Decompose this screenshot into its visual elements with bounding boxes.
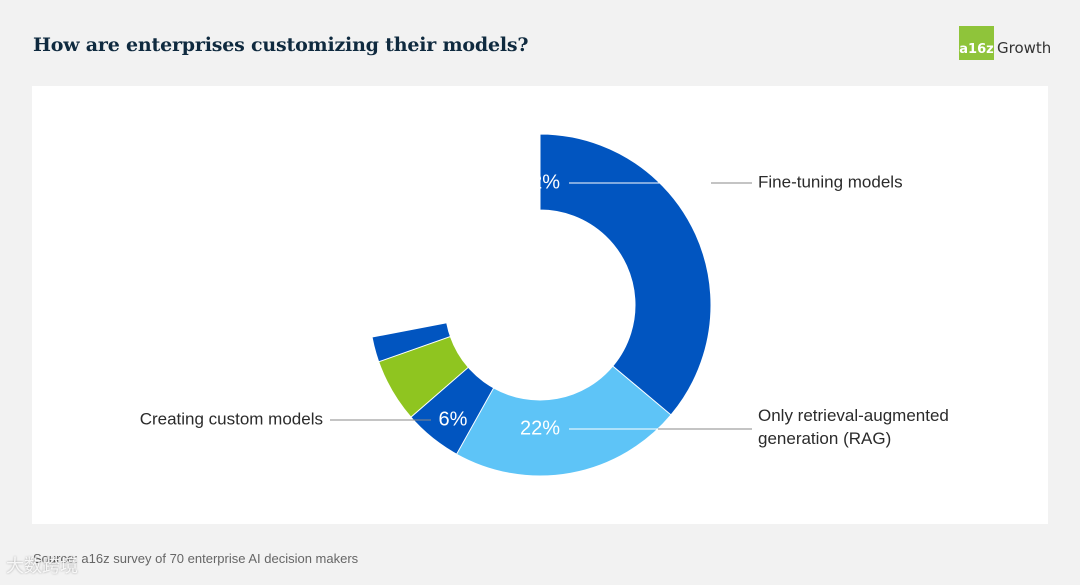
- value-label-3: 6%: [439, 408, 468, 430]
- value-label-2: 22%: [520, 417, 560, 439]
- donut-slice-2: [455, 365, 672, 477]
- a16z-logo-mark: a16z: [959, 26, 994, 60]
- watermark: 大数跨境: [6, 556, 78, 577]
- category-label-1: Fine-tuning models: [758, 172, 903, 191]
- logo-text: Growth: [997, 39, 1052, 57]
- page-title: How are enterprises customizing their mo…: [33, 34, 529, 56]
- value-label-1: 72%: [520, 171, 560, 193]
- donut-slice-3: [378, 335, 470, 418]
- source-note: Source: a16z survey of 70 enterprise AI …: [33, 551, 359, 566]
- category-label-3: Creating custom models: [140, 409, 323, 428]
- category-label-2: Only retrieval-augmented generation (RAG): [758, 406, 949, 448]
- a16z-growth-logo: a16z Growth: [959, 26, 1051, 60]
